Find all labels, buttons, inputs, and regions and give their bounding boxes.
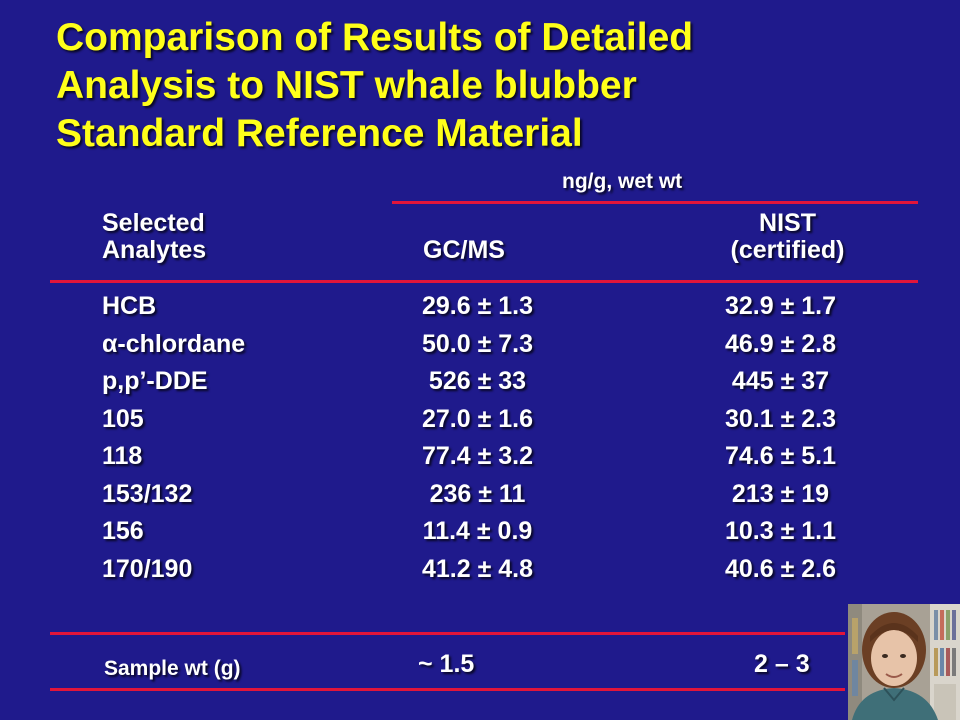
nist-cell: 74.6 ± 5.1 <box>724 442 837 470</box>
sample-weight-label: Sample wt (g) <box>104 657 241 680</box>
person-portrait-icon <box>848 604 960 720</box>
nist-cell: 30.1 ± 2.3 <box>724 404 837 433</box>
analyte-cell: 170/190 <box>102 554 193 583</box>
header-nist: NIST (certified) <box>700 210 875 264</box>
gcms-cell: 526 ± 33 <box>428 367 527 395</box>
table-row: 156 11.4 ± 0.9 10.3 ± 1.1 <box>0 517 960 555</box>
table-row: p,p’-DDE 526 ± 33 445 ± 37 <box>0 367 960 405</box>
gcms-cell: 236 ± 11 <box>429 479 526 508</box>
sample-top-rule <box>50 632 845 635</box>
nist-cell: 10.3 ± 1.1 <box>724 517 837 545</box>
analyte-cell: 118 <box>102 442 143 470</box>
analyte-cell: 105 <box>102 404 144 433</box>
header-bottom-rule <box>50 280 918 283</box>
title-line-2: Analysis to NIST whale blubber <box>56 64 637 107</box>
gcms-cell: 77.4 ± 3.2 <box>421 442 534 470</box>
nist-cell: 213 ± 19 <box>731 479 830 508</box>
nist-cell: 32.9 ± 1.7 <box>724 292 837 320</box>
gcms-cell: 27.0 ± 1.6 <box>421 404 534 433</box>
sample-weight-gcms: ~ 1.5 <box>418 650 475 678</box>
nist-cell: 445 ± 37 <box>731 367 830 395</box>
analyte-cell: p,p’-DDE <box>102 367 208 395</box>
gcms-cell: 11.4 ± 0.9 <box>422 517 533 545</box>
unit-label: ng/g, wet wt <box>562 170 683 193</box>
table-row: α-chlordane 50.0 ± 7.3 46.9 ± 2.8 <box>0 330 960 368</box>
nist-cell: 46.9 ± 2.8 <box>724 329 837 358</box>
slide-title: Comparison of Results of Detailed Analys… <box>56 14 916 158</box>
analyte-cell: 156 <box>102 517 144 545</box>
header-analytes: Selected Analytes <box>102 210 206 264</box>
header-nist-line-1: NIST <box>759 209 816 237</box>
title-line-1: Comparison of Results of Detailed <box>56 16 694 59</box>
header-analytes-line-2: Analytes <box>102 236 207 264</box>
analyte-cell: α-chlordane <box>102 329 246 358</box>
table-row: HCB 29.6 ± 1.3 32.9 ± 1.7 <box>0 292 960 330</box>
table-row: 170/190 41.2 ± 4.8 40.6 ± 2.6 <box>0 555 960 593</box>
header-top-rule <box>392 201 918 204</box>
nist-cell: 40.6 ± 2.6 <box>724 554 837 583</box>
title-line-3: Standard Reference Material <box>56 112 583 155</box>
sample-bottom-rule <box>50 688 845 691</box>
gcms-cell: 41.2 ± 4.8 <box>421 554 534 583</box>
analyte-cell: 153/132 <box>102 479 193 508</box>
analyte-cell: HCB <box>102 292 157 320</box>
header-analytes-line-1: Selected <box>102 209 205 237</box>
gcms-cell: 50.0 ± 7.3 <box>421 329 534 358</box>
gcms-cell: 29.6 ± 1.3 <box>421 292 534 320</box>
table-row: 105 27.0 ± 1.6 30.1 ± 2.3 <box>0 405 960 443</box>
table-row: 153/132 236 ± 11 213 ± 19 <box>0 480 960 518</box>
table-row: 118 77.4 ± 3.2 74.6 ± 5.1 <box>0 442 960 480</box>
results-table: HCB 29.6 ± 1.3 32.9 ± 1.7 α-chlordane 50… <box>0 292 960 592</box>
sample-weight-nist: 2 – 3 <box>754 650 810 678</box>
header-gcms: GC/MS <box>423 236 505 264</box>
header-nist-line-2: (certified) <box>730 236 845 264</box>
